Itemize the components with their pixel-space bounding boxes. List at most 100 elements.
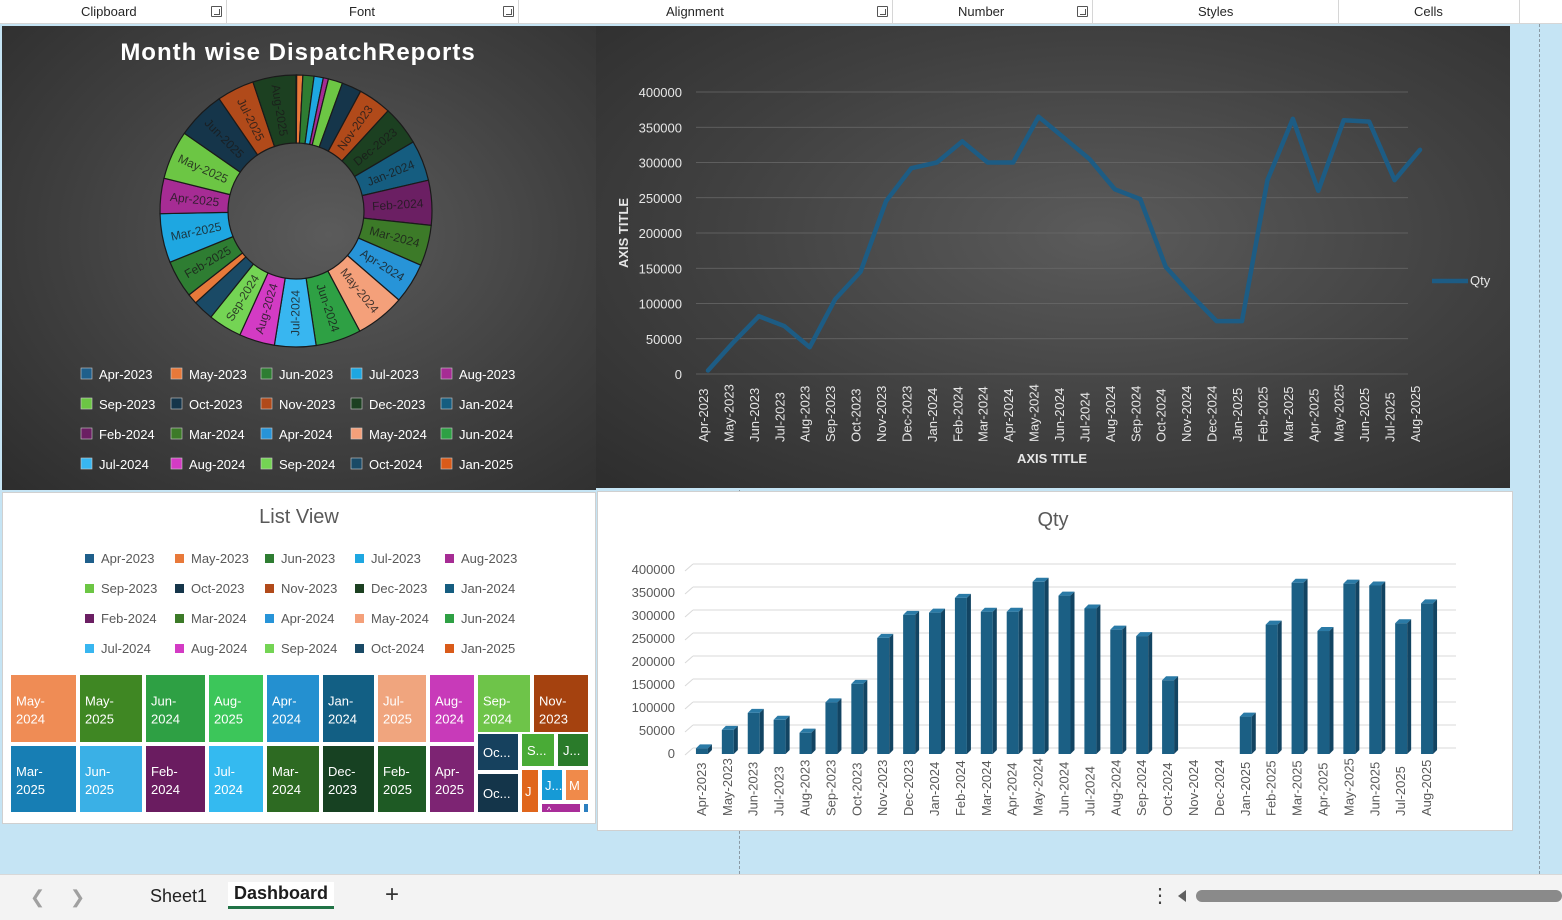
column-bar-side xyxy=(733,725,738,754)
x-tick-label: Jun-2025 xyxy=(1367,762,1382,816)
treemap-tile xyxy=(321,744,376,814)
column-bar xyxy=(747,712,760,754)
legend-label: Jun-2024 xyxy=(459,427,513,442)
legend-label: May-2023 xyxy=(191,551,249,566)
column-bar-side xyxy=(1433,599,1438,754)
column-bar xyxy=(1162,680,1175,754)
line-chart-panel[interactable]: 0 50000 100000 150000 200000 250000 300000 3500… xyxy=(596,26,1510,488)
y-tick-label: 350000 xyxy=(632,585,675,600)
treemap-tile xyxy=(582,802,590,814)
treemap-label: 2023 xyxy=(539,712,568,727)
column-bar-side xyxy=(759,708,764,754)
horizontal-scrollbar[interactable] xyxy=(1178,889,1562,903)
y-tick-label: 150000 xyxy=(639,261,682,276)
legend-label: Mar-2024 xyxy=(189,427,245,442)
treemap-label: J... xyxy=(545,778,562,793)
legend-swatch xyxy=(260,397,273,410)
x-tick-label: Mar-2024 xyxy=(976,386,991,442)
add-sheet-button[interactable]: + xyxy=(385,881,400,908)
column-bar-top xyxy=(1395,619,1412,624)
scroll-left-icon[interactable] xyxy=(1178,890,1186,902)
treemap-tile xyxy=(376,673,428,744)
column-bar-top xyxy=(903,610,920,615)
treemap-tile xyxy=(520,732,556,768)
doughnut-chart-panel[interactable]: Month wise DispatchReports Nov-2023 Dec-20… xyxy=(2,26,596,490)
scrollbar-thumb[interactable] xyxy=(1196,890,1562,902)
treemap-tile xyxy=(476,772,520,814)
x-tick-label: Dec-2023 xyxy=(899,386,914,442)
legend-swatch xyxy=(265,584,274,593)
x-tick-label: Jul-2023 xyxy=(772,766,787,816)
x-tick-label: Jan-2025 xyxy=(1230,388,1245,442)
treemap-label: J xyxy=(525,784,532,799)
slice-label: Apr-2025 xyxy=(169,190,220,209)
legend-swatch xyxy=(80,367,93,380)
tab-sheet1[interactable]: Sheet1 xyxy=(150,886,208,906)
chart-title: Qty xyxy=(1037,509,1068,531)
legend-swatch xyxy=(350,397,363,410)
treemap-label: 2024 xyxy=(272,782,301,797)
column-bar xyxy=(851,683,864,754)
x-tick-label: Jun-2023 xyxy=(747,388,762,442)
y-tick-label: 0 xyxy=(668,746,675,761)
x-tick-label: May-2025 xyxy=(1341,758,1356,816)
tab-dashboard[interactable]: Dashboard xyxy=(228,882,335,909)
dialog-launcher-icon[interactable] xyxy=(877,6,888,17)
x-tick-label: Dec-2024 xyxy=(1212,760,1227,816)
legend-swatch xyxy=(175,614,184,623)
legend-label: Nov-2023 xyxy=(279,397,335,412)
treemap-label: Feb- xyxy=(383,764,410,779)
dialog-launcher-icon[interactable] xyxy=(503,6,514,17)
gridline-depth xyxy=(684,586,694,595)
gridline-depth xyxy=(684,632,694,641)
treemap-label: 2025 xyxy=(85,782,114,797)
treemap-label: Jan- xyxy=(328,694,353,709)
column-bar xyxy=(1084,608,1097,754)
bar-chart-panel[interactable]: Qty 0 50000 100000 150000 200000 250000 300000 3… xyxy=(597,491,1513,831)
y-tick-label: 300000 xyxy=(639,156,682,171)
legend-swatch xyxy=(445,614,454,623)
gridline-depth xyxy=(684,747,694,756)
x-tick-label: Sep-2023 xyxy=(823,386,838,442)
ribbon-group-styles: Styles xyxy=(1093,0,1339,24)
chevron-right-icon[interactable]: ❯ xyxy=(70,887,86,907)
column-bar-side xyxy=(1251,712,1256,754)
legend-swatch xyxy=(355,644,364,653)
legend-swatch xyxy=(445,584,454,593)
treemap-panel[interactable]: List View Apr-2023 May-2023 Jun-2023 Jul-202… xyxy=(2,492,596,824)
x-tick-label: Aug-2025 xyxy=(1419,760,1434,816)
x-tick-label: Apr-2023 xyxy=(696,389,711,442)
treemap-tile xyxy=(428,673,476,744)
treemap-label: Oc... xyxy=(483,786,510,801)
dialog-launcher-icon[interactable] xyxy=(1077,6,1088,17)
y-tick-label: 0 xyxy=(675,367,682,382)
treemap-label: Aug- xyxy=(435,694,462,709)
ribbon-group-label: Font xyxy=(349,4,376,19)
dialog-launcher-icon[interactable] xyxy=(211,6,222,17)
x-tick-label: Aug-2023 xyxy=(798,386,813,442)
column-bar xyxy=(903,614,916,754)
column-bar-top xyxy=(980,607,997,612)
treemap-tile xyxy=(78,744,144,814)
treemap-label: 2023 xyxy=(328,782,357,797)
column-bar-side xyxy=(1044,577,1049,754)
chevron-left-icon[interactable]: ❮ xyxy=(30,887,46,907)
treemap-label: S... xyxy=(527,743,547,758)
legend-label: Sep-2023 xyxy=(99,397,155,412)
legend-swatch xyxy=(265,644,274,653)
legend-label: Jul-2023 xyxy=(371,551,421,566)
x-tick-label: Jul-2025 xyxy=(1393,766,1408,816)
y-tick-label: 100000 xyxy=(632,700,675,715)
column-bar xyxy=(954,597,967,754)
more-vertical-icon[interactable]: ⋮ xyxy=(1150,885,1170,907)
column-bar xyxy=(1032,581,1045,754)
treemap-label: M xyxy=(569,778,580,793)
treemap-label: 2025 xyxy=(214,712,243,727)
column-bar-top xyxy=(1162,676,1179,681)
treemap-label: ^ xyxy=(547,805,552,815)
legend-swatch xyxy=(170,427,183,440)
x-tick-label: Apr-2024 xyxy=(1005,763,1020,816)
legend-swatch xyxy=(350,367,363,380)
y-tick-label: 200000 xyxy=(639,226,682,241)
treemap-tile xyxy=(476,732,520,772)
